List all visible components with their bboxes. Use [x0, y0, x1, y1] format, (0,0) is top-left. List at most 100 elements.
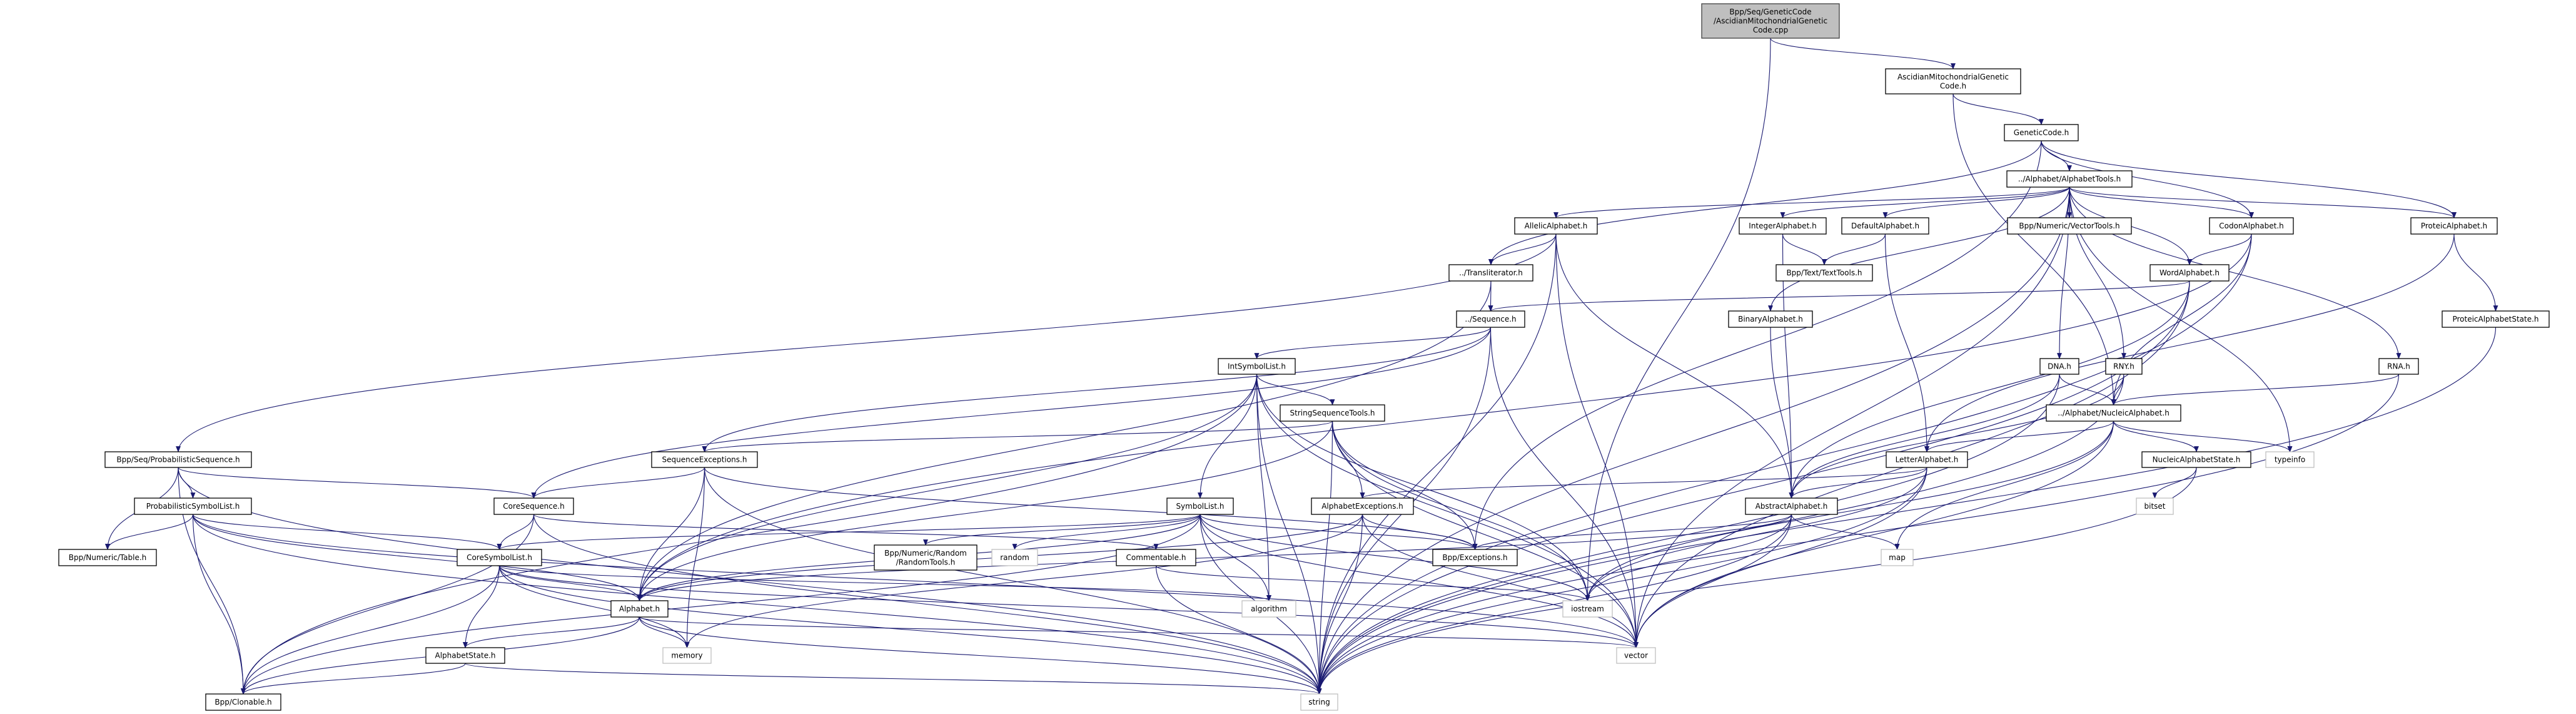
edge-symbol_list-to-exceptions	[1200, 514, 1478, 550]
edge-alphabet_tools-to-vector	[1634, 186, 2070, 648]
edge-symbol_list-to-algorithm	[1200, 514, 1271, 601]
node-rny[interactable]: RNY.h	[2105, 358, 2143, 375]
node-word[interactable]: WordAlphabet.h	[2149, 264, 2230, 282]
node-core_symbol_list[interactable]: CoreSymbolList.h	[457, 549, 542, 566]
node-allelic[interactable]: AllelicAlphabet.h	[1514, 217, 1598, 235]
edge-alphabet_tools-to-typeinfo	[2069, 186, 2293, 452]
node-label: CoreSequence.h	[503, 502, 564, 511]
edge-word-to-abstract	[1789, 280, 2190, 499]
node-letter[interactable]: LetterAlphabet.h	[1886, 451, 1968, 468]
node-box	[2149, 264, 2230, 282]
node-transliterator[interactable]: ../Transliterator.h	[1448, 264, 1533, 282]
edge-binary-to-abstract	[1770, 327, 1794, 499]
edge-prob_symbol_list-to-string	[192, 514, 1322, 695]
edge-ascidian_h-to-genetic_code	[1952, 93, 2044, 125]
node-box	[2039, 358, 2079, 375]
node-alphabet_tools[interactable]: ../Alphabet/AlphabetTools.h	[2006, 170, 2133, 188]
node-label: /AscidianMitochondrialGenetic	[1714, 17, 1827, 26]
node-rna[interactable]: RNA.h	[2378, 358, 2419, 375]
node-abstract[interactable]: AbstractAlphabet.h	[1745, 497, 1838, 515]
node-prob_symbol_list[interactable]: ProbabilisticSymbolList.h	[134, 497, 252, 515]
edge-prob_sequence-to-core_sequence	[178, 467, 537, 499]
node-box	[2442, 310, 2550, 328]
edge-string_seq_tools-to-alphabet	[637, 421, 1333, 601]
node-genetic_code[interactable]: GeneticCode.h	[2004, 124, 2079, 141]
node-exceptions[interactable]: Bpp/Exceptions.h	[1432, 549, 1518, 566]
node-text_tools[interactable]: Bpp/Text/TextTools.h	[1775, 264, 1873, 282]
node-label: random	[1000, 553, 1029, 562]
node-algorithm[interactable]: algorithm	[1241, 600, 1296, 618]
edge-alphabet_tools-to-integer	[1780, 186, 2070, 218]
node-alphabet_state[interactable]: AlphabetState.h	[425, 647, 505, 664]
node-proteic_state[interactable]: ProteicAlphabetState.h	[2442, 310, 2550, 328]
edge-abstract-to-map	[1791, 514, 1900, 550]
node-binary[interactable]: BinaryAlphabet.h	[1728, 310, 1813, 328]
edge-codon-to-nucleic	[2111, 233, 2252, 405]
node-typeinfo[interactable]: typeinfo	[2265, 451, 2315, 468]
node-label: Bpp/Clonable.h	[215, 698, 271, 706]
edge-nucleic-to-iostream	[1585, 421, 2114, 601]
edge-symbol_list-to-iostream	[1200, 514, 1590, 601]
node-label: IntegerAlphabet.h	[1749, 222, 1816, 230]
node-integer[interactable]: IntegerAlphabet.h	[1739, 217, 1827, 235]
node-alphabet[interactable]: Alphabet.h	[610, 600, 669, 618]
node-int_symbol_list[interactable]: IntSymbolList.h	[1218, 358, 1296, 375]
node-box	[58, 549, 157, 566]
node-commentable[interactable]: Commentable.h	[1116, 549, 1196, 566]
node-memory[interactable]: memory	[662, 647, 712, 664]
node-prob_sequence[interactable]: Bpp/Seq/ProbabilisticSequence.h	[104, 451, 252, 468]
edges-layer	[105, 38, 2498, 695]
node-bitset[interactable]: bitset	[2136, 497, 2174, 515]
node-clonable[interactable]: Bpp/Clonable.h	[205, 693, 281, 711]
node-label: CoreSymbolList.h	[467, 553, 532, 562]
node-default[interactable]: DefaultAlphabet.h	[1841, 217, 1929, 235]
node-box	[662, 647, 712, 664]
edge-string_seq_tools-to-exceptions	[1331, 421, 1478, 550]
node-map[interactable]: map	[1881, 549, 1914, 566]
node-random[interactable]: random	[991, 549, 1038, 566]
edge-symbol_list-to-clonable	[241, 514, 1201, 695]
edge-string_seq_tools-to-alphabet_exceptions	[1331, 421, 1365, 499]
node-label: /RandomTools.h	[896, 558, 956, 566]
node-box	[2007, 217, 2132, 235]
node-core_sequence[interactable]: CoreSequence.h	[493, 497, 574, 515]
edge-sequence-to-vector	[1490, 327, 1639, 648]
node-label: DefaultAlphabet.h	[1851, 222, 1919, 230]
node-string_seq_tools[interactable]: StringSequenceTools.h	[1280, 404, 1385, 422]
node-iostream[interactable]: iostream	[1562, 600, 1613, 618]
node-box	[1116, 549, 1196, 566]
edge-integer-to-text_tools	[1782, 233, 1827, 265]
edge-default-to-text_tools	[1822, 233, 1886, 265]
edge-alphabet-to-vector	[639, 616, 1639, 648]
node-table[interactable]: Bpp/Numeric/Table.h	[58, 549, 157, 566]
node-vector_tools[interactable]: Bpp/Numeric/VectorTools.h	[2007, 217, 2132, 235]
node-seq_exceptions[interactable]: SequenceExceptions.h	[651, 451, 758, 468]
node-nucleic_state[interactable]: NucleicAlphabetState.h	[2141, 451, 2251, 468]
node-label: Bpp/Seq/GeneticCode	[1729, 8, 1811, 16]
node-label: WordAlphabet.h	[2159, 268, 2220, 277]
edge-string_seq_tools-to-seq_exceptions	[702, 421, 1333, 452]
node-box	[1745, 497, 1838, 515]
edge-genetic_code-to-transliterator	[1488, 140, 2042, 265]
node-dna[interactable]: DNA.h	[2039, 358, 2079, 375]
node-root[interactable]: Bpp/Seq/GeneticCode/AscidianMitochondria…	[1701, 3, 1840, 39]
node-codon[interactable]: CodonAlphabet.h	[2209, 217, 2294, 235]
edge-core_symbol_list-to-string	[498, 565, 1322, 695]
node-random_tools[interactable]: Bpp/Numeric/Random/RandomTools.h	[874, 544, 977, 571]
node-string[interactable]: string	[1300, 693, 1338, 711]
node-label: Code.cpp	[1753, 26, 1788, 34]
edge-alphabet-to-memory	[639, 616, 690, 648]
node-alphabet_exceptions[interactable]: AlphabetExceptions.h	[1311, 497, 1414, 515]
node-proteic[interactable]: ProteicAlphabet.h	[2410, 217, 2498, 235]
node-box	[425, 647, 505, 664]
node-symbol_list[interactable]: SymbolList.h	[1166, 497, 1234, 515]
node-nucleic[interactable]: ../Alphabet/NucleicAlphabet.h	[2046, 404, 2181, 422]
edge-alphabet_exceptions-to-string	[1316, 514, 1363, 695]
edge-prob_symbol_list-to-core_symbol_list	[192, 514, 502, 550]
node-sequence[interactable]: ../Sequence.h	[1456, 310, 1525, 328]
node-vector[interactable]: vector	[1616, 647, 1656, 664]
edge-symbol_list-to-random	[1012, 514, 1201, 550]
node-box	[134, 497, 252, 515]
node-box	[1886, 451, 1968, 468]
